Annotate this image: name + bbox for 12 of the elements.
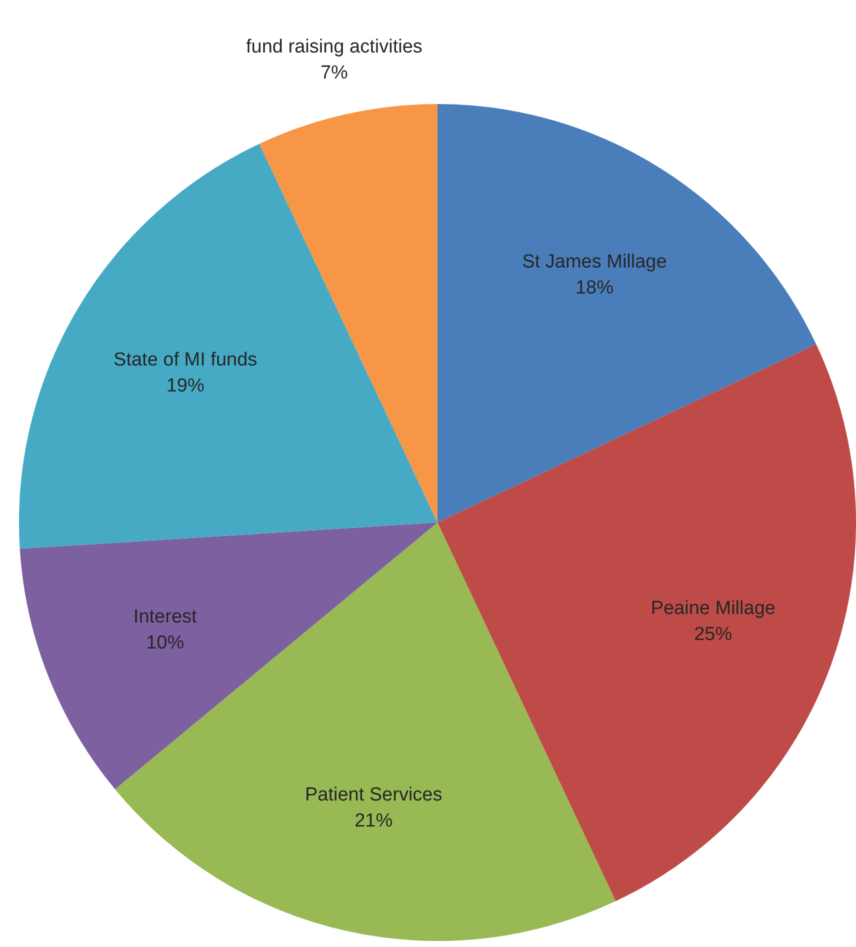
data-label: 25% xyxy=(694,624,732,645)
slice-label: Patient Services xyxy=(304,784,442,806)
data-label: 18% xyxy=(575,277,614,298)
data-label: 19% xyxy=(166,376,204,397)
slice-label: St James Millage xyxy=(522,251,667,272)
slice-label: Interest xyxy=(133,606,198,628)
slice-label: State of MI funds xyxy=(114,350,258,371)
slice-label: fund raising activities xyxy=(246,36,422,58)
slice-label: Peaine Millage xyxy=(650,598,776,619)
data-label: 7% xyxy=(320,62,348,84)
data-label: 21% xyxy=(354,810,393,832)
data-label: 10% xyxy=(146,632,184,654)
